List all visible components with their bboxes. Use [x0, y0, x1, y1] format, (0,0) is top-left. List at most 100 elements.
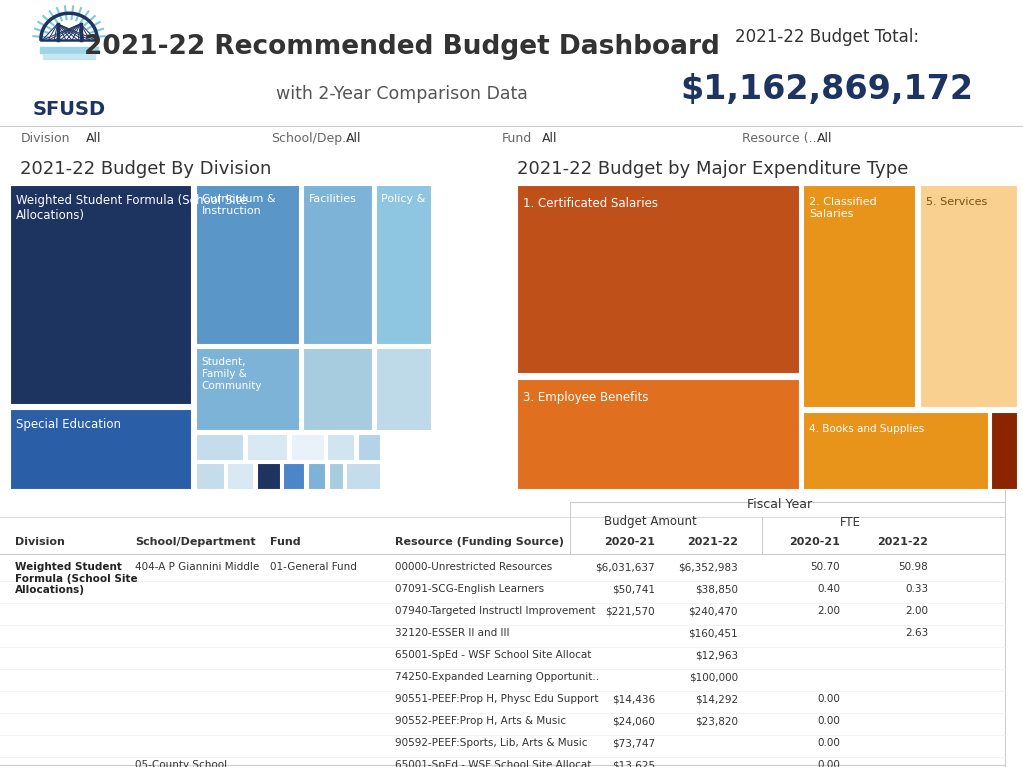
Text: Policy &: Policy &: [382, 194, 426, 204]
Bar: [308, 463, 326, 490]
Text: Resource (..: Resource (..: [742, 132, 816, 145]
Text: 2020-21: 2020-21: [789, 537, 840, 547]
Text: SFUSD: SFUSD: [33, 100, 105, 119]
Text: All: All: [86, 132, 101, 145]
Bar: [803, 412, 989, 490]
Text: $160,451: $160,451: [688, 628, 738, 638]
Text: $50,741: $50,741: [612, 584, 655, 594]
Text: with 2-Year Comparison Data: with 2-Year Comparison Data: [275, 84, 528, 103]
Text: 2021-22: 2021-22: [687, 537, 738, 547]
Text: 2021-22 Recommended Budget Dashboard: 2021-22 Recommended Budget Dashboard: [84, 35, 719, 61]
Text: Resource (Funding Source): Resource (Funding Source): [395, 537, 564, 547]
Bar: [920, 185, 1018, 407]
Text: Weighted Student Formula (School Site
Allocations): Weighted Student Formula (School Site Al…: [16, 194, 248, 222]
Text: $12,963: $12,963: [695, 650, 738, 660]
Text: $73,747: $73,747: [612, 738, 655, 748]
Text: 65001-SpEd - WSF School Site Allocat: 65001-SpEd - WSF School Site Allocat: [395, 760, 591, 767]
Bar: [247, 433, 288, 461]
Bar: [347, 463, 381, 490]
Text: 5. Services: 5. Services: [926, 197, 987, 207]
Bar: [10, 185, 192, 405]
Text: Special Education: Special Education: [16, 418, 121, 431]
Text: FTE: FTE: [840, 515, 860, 528]
Text: 65001-SpEd - WSF School Site Allocat: 65001-SpEd - WSF School Site Allocat: [395, 650, 591, 660]
Text: Weighted Student
Formula (School Site
Allocations): Weighted Student Formula (School Site Al…: [15, 562, 138, 595]
Bar: [517, 185, 800, 374]
Bar: [328, 463, 344, 490]
Text: 0.40: 0.40: [817, 584, 840, 594]
Text: $14,292: $14,292: [695, 694, 738, 704]
Text: $23,820: $23,820: [695, 716, 738, 726]
Text: 2.00: 2.00: [817, 606, 840, 616]
Text: 90552-PEEF:Prop H, Arts & Music: 90552-PEEF:Prop H, Arts & Music: [395, 716, 566, 726]
Text: $6,352,983: $6,352,983: [678, 562, 738, 572]
Text: 90592-PEEF:Sports, Lib, Arts & Music: 90592-PEEF:Sports, Lib, Arts & Music: [395, 738, 587, 748]
Text: 4. Books and Supplies: 4. Books and Supplies: [809, 424, 925, 434]
Bar: [291, 433, 324, 461]
Text: 50.98: 50.98: [898, 562, 928, 572]
Text: Fiscal Year: Fiscal Year: [748, 499, 812, 512]
Text: Fund: Fund: [270, 537, 301, 547]
Text: $13,625: $13,625: [612, 760, 655, 767]
Bar: [303, 185, 373, 345]
Text: 2. Classified
Salaries: 2. Classified Salaries: [809, 197, 877, 219]
Text: 01-General Fund: 01-General Fund: [270, 562, 357, 572]
Text: Curriculum &
Instruction: Curriculum & Instruction: [202, 194, 275, 216]
Text: 2021-22 Budget Total:: 2021-22 Budget Total:: [735, 28, 919, 47]
Text: Student,
Family &
Community: Student, Family & Community: [202, 357, 262, 390]
Text: 74250-Expanded Learning Opportunit..: 74250-Expanded Learning Opportunit..: [395, 672, 599, 682]
Bar: [803, 185, 917, 407]
Text: 90551-PEEF:Prop H, Physc Edu Support: 90551-PEEF:Prop H, Physc Edu Support: [395, 694, 598, 704]
Text: $14,436: $14,436: [612, 694, 655, 704]
Text: All: All: [346, 132, 361, 145]
Text: Fund: Fund: [501, 132, 532, 145]
Text: $6,031,637: $6,031,637: [595, 562, 655, 572]
Text: 2.00: 2.00: [905, 606, 928, 616]
Bar: [283, 463, 305, 490]
Bar: [257, 463, 281, 490]
Text: 2021-22 Budget by Major Expenditure Type: 2021-22 Budget by Major Expenditure Type: [517, 160, 907, 177]
Text: $38,850: $38,850: [695, 584, 738, 594]
Text: 00000-Unrestricted Resources: 00000-Unrestricted Resources: [395, 562, 552, 572]
Bar: [517, 379, 800, 490]
Text: Facilities: Facilities: [309, 194, 356, 204]
Text: 2020-21: 2020-21: [605, 537, 655, 547]
Bar: [375, 185, 432, 345]
Text: 2021-22: 2021-22: [877, 537, 928, 547]
Bar: [375, 348, 432, 430]
Text: 32120-ESSER II and III: 32120-ESSER II and III: [395, 628, 509, 638]
Text: 2021-22 Budget By Division: 2021-22 Budget By Division: [20, 160, 272, 177]
Text: 0.00: 0.00: [817, 716, 840, 726]
Text: 3. Employee Benefits: 3. Employee Benefits: [523, 391, 649, 404]
Text: All: All: [541, 132, 558, 145]
Bar: [10, 409, 192, 490]
Text: 0.33: 0.33: [905, 584, 928, 594]
Text: 0.00: 0.00: [817, 760, 840, 767]
Text: 1. Certificated Salaries: 1. Certificated Salaries: [523, 197, 658, 210]
Bar: [227, 463, 254, 490]
Text: Budget Amount: Budget Amount: [604, 515, 697, 528]
Bar: [358, 433, 381, 461]
Text: 07091-SCG-English Learners: 07091-SCG-English Learners: [395, 584, 544, 594]
Text: 50.70: 50.70: [810, 562, 840, 572]
Bar: [195, 185, 301, 345]
Text: 05-County School..: 05-County School..: [135, 760, 234, 767]
Bar: [195, 348, 301, 430]
Text: 0.00: 0.00: [817, 694, 840, 704]
Text: 0.00: 0.00: [817, 738, 840, 748]
Text: 404-A P Giannini Middle: 404-A P Giannini Middle: [135, 562, 259, 572]
Text: 2.63: 2.63: [904, 628, 928, 638]
Text: $1,162,869,172: $1,162,869,172: [680, 74, 973, 107]
Text: School/Dep..: School/Dep..: [271, 132, 350, 145]
Text: $221,570: $221,570: [606, 606, 655, 616]
Bar: [991, 412, 1018, 490]
Bar: [195, 463, 225, 490]
Text: All: All: [817, 132, 833, 145]
Bar: [327, 433, 355, 461]
Text: 07940-Targeted Instructl Improvement: 07940-Targeted Instructl Improvement: [395, 606, 595, 616]
Text: $100,000: $100,000: [688, 672, 738, 682]
Text: $24,060: $24,060: [612, 716, 655, 726]
Text: Division: Division: [20, 132, 70, 145]
Text: Division: Division: [15, 537, 64, 547]
Bar: [303, 348, 373, 430]
